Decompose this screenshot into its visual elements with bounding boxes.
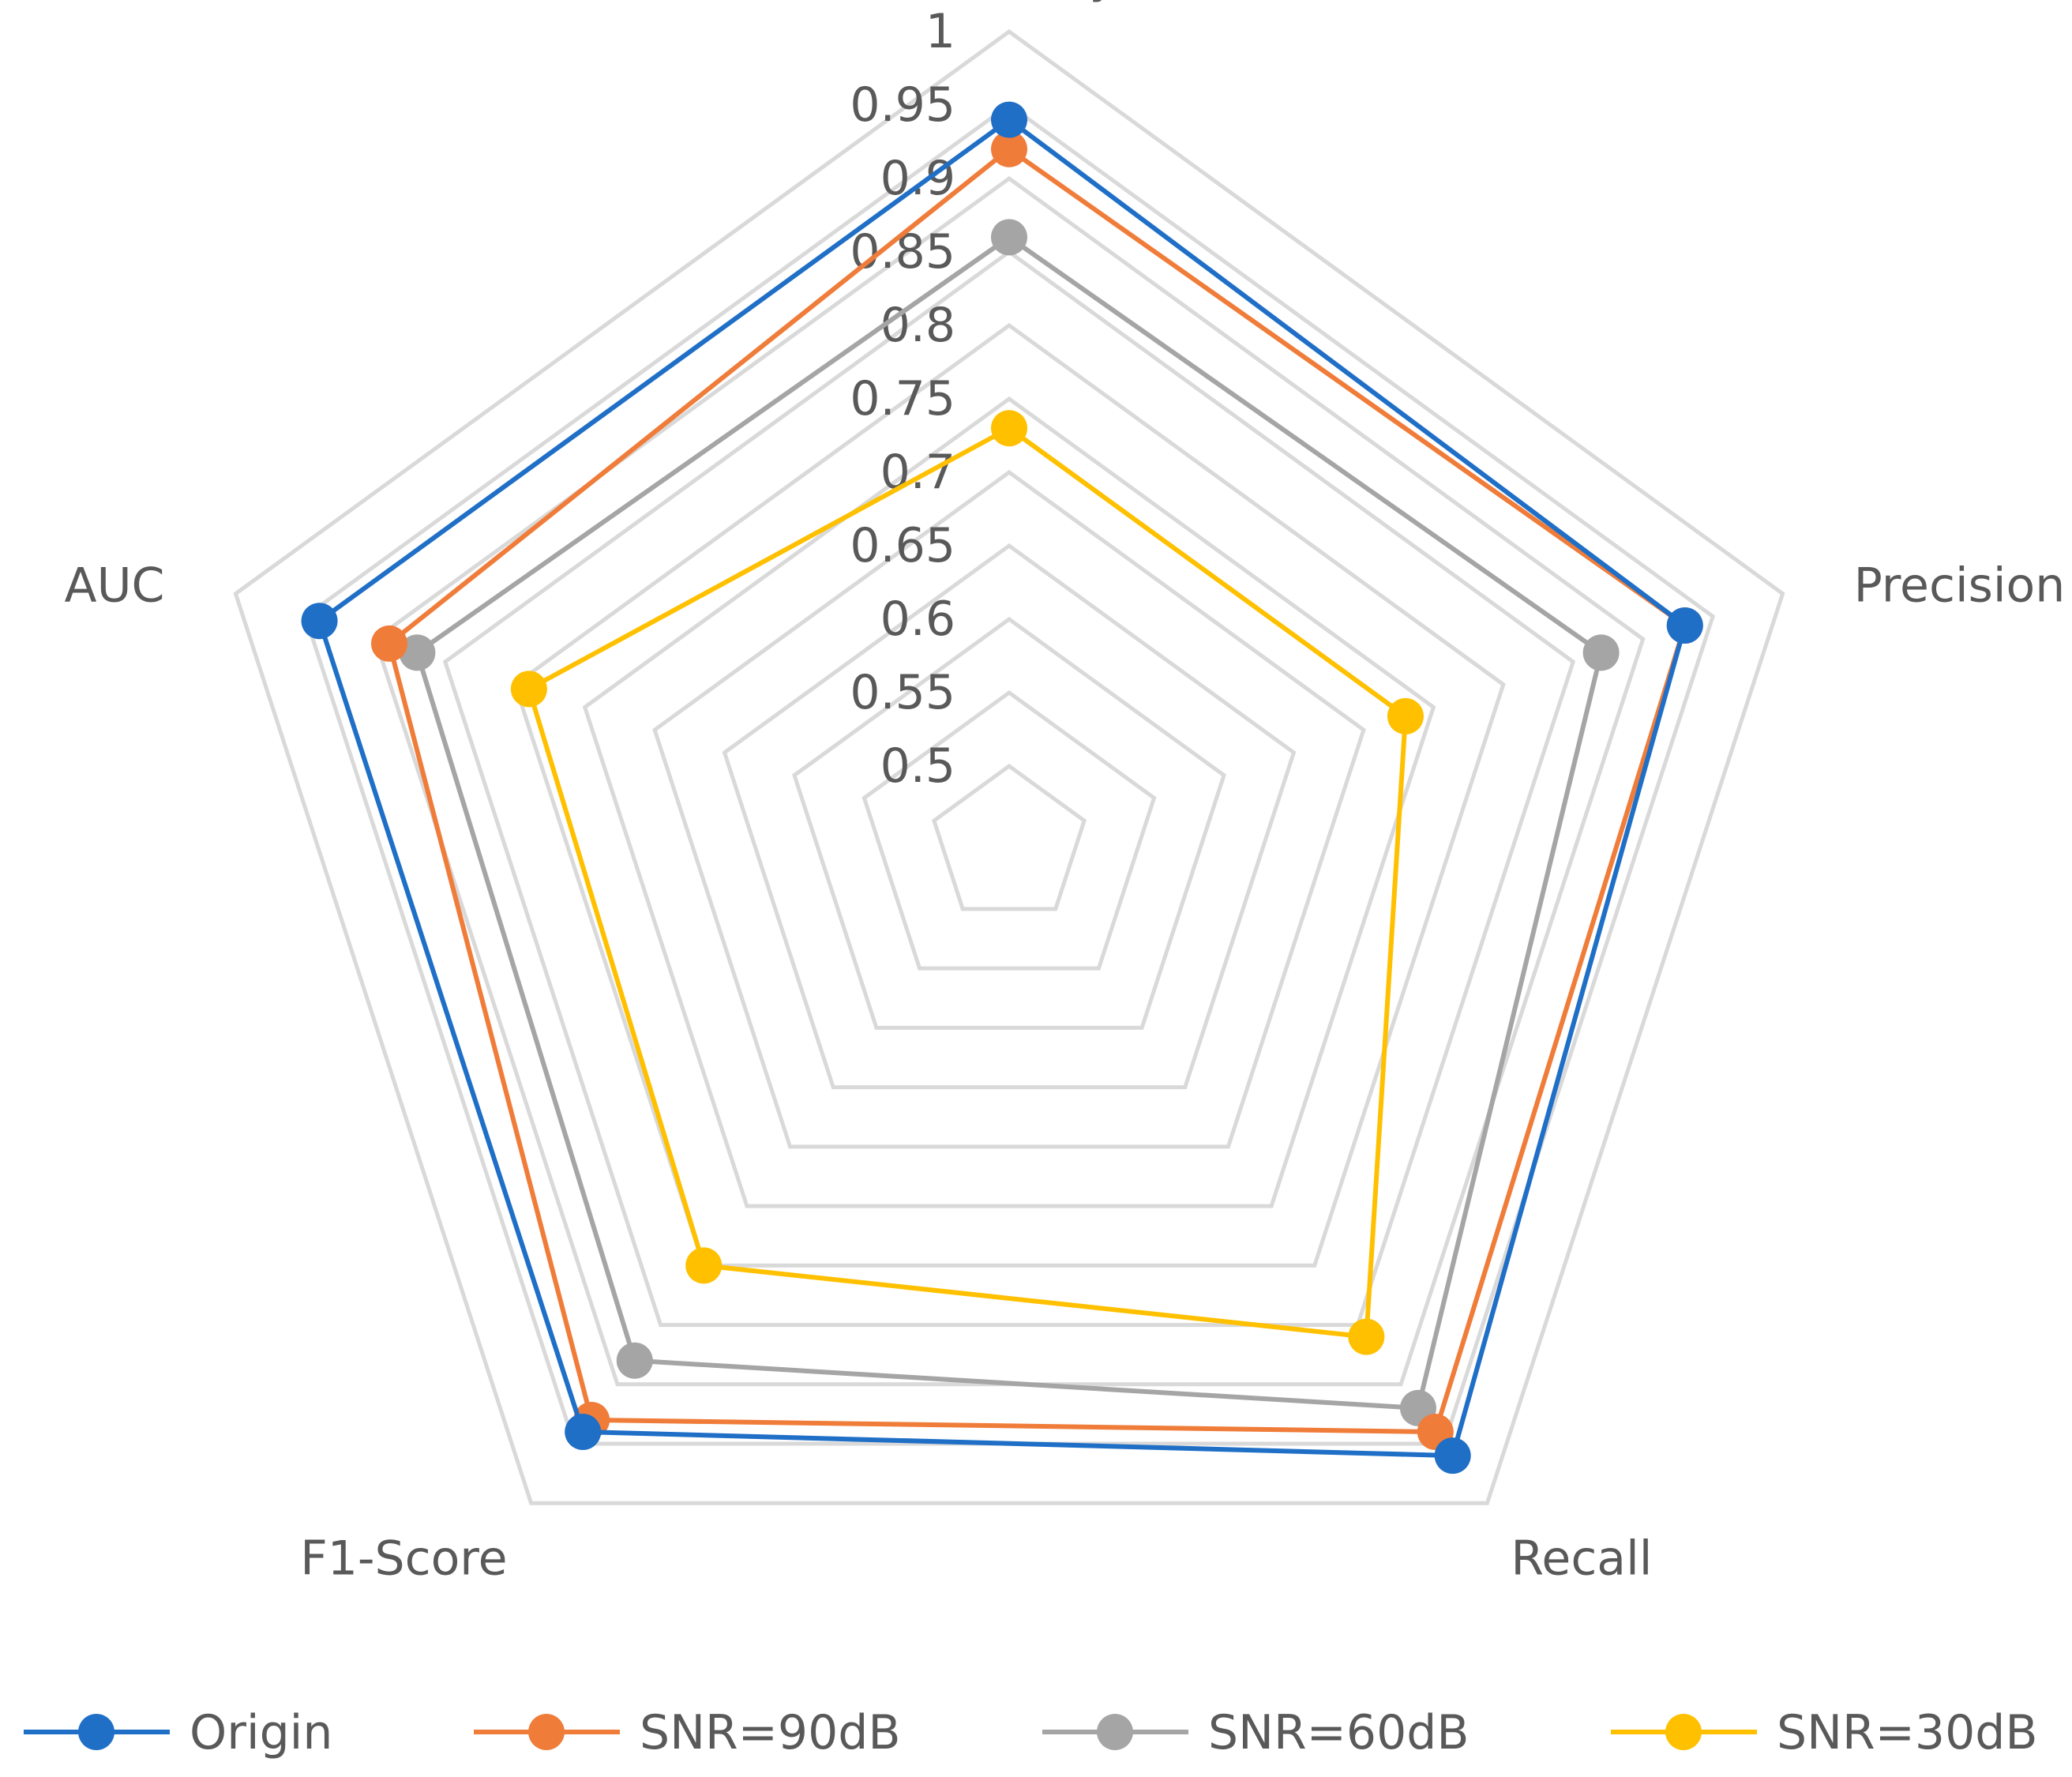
- series-group: [301, 101, 1703, 1475]
- legend-item: SNR=30dB: [1611, 1705, 2038, 1760]
- legend-label: SNR=90dB: [640, 1705, 901, 1760]
- category-label-auc: AUC: [65, 558, 165, 614]
- series-line: [386, 146, 1687, 1435]
- legend-marker: [1665, 1714, 1702, 1750]
- data-point: [1434, 1437, 1471, 1475]
- data-point: [991, 130, 1027, 167]
- series-line: [526, 426, 1408, 1339]
- tick-label: 1: [925, 4, 955, 59]
- data-point: [685, 1247, 723, 1284]
- category-labels: Accuracy Precision Recall F1-Score AUC: [65, 0, 2066, 1586]
- legend-marker: [1097, 1714, 1133, 1750]
- series-line: [317, 117, 1687, 1459]
- data-point: [510, 671, 547, 708]
- grid-ring: [373, 175, 1646, 1387]
- data-point: [399, 634, 436, 671]
- data-point: [301, 603, 338, 640]
- series-snr-30db: [510, 410, 1424, 1355]
- legend-item: SNR=90dB: [474, 1705, 901, 1760]
- legend: Origin SNR=90dB SNR=60dB SNR=30dB: [24, 1705, 2038, 1760]
- grid-ring: [792, 616, 1226, 1030]
- legend-item: Origin: [24, 1705, 332, 1760]
- data-point: [991, 101, 1027, 138]
- tick-label: 0.65: [850, 518, 955, 573]
- grid-ring: [233, 28, 1785, 1505]
- data-point: [370, 625, 407, 662]
- data-point: [991, 410, 1027, 447]
- grid-ring: [512, 322, 1506, 1268]
- tick-label: 0.5: [880, 738, 955, 794]
- grid-ring: [442, 249, 1576, 1328]
- data-point: [565, 1414, 602, 1451]
- series-origin: [301, 101, 1703, 1475]
- legend-marker: [78, 1714, 114, 1750]
- legend-item: SNR=60dB: [1042, 1705, 1470, 1760]
- data-point: [1348, 1318, 1385, 1355]
- grid-ring: [722, 543, 1297, 1090]
- data-point: [1666, 607, 1703, 644]
- series-snr-90db: [370, 130, 1703, 1451]
- tick-label: 0.6: [880, 592, 955, 647]
- data-point: [616, 1342, 653, 1379]
- category-label-recall: Recall: [1511, 1531, 1652, 1586]
- grid-ring: [931, 763, 1087, 911]
- category-label-precision: Precision: [1854, 558, 2066, 614]
- tick-label: 0.55: [850, 665, 955, 720]
- category-label-f1-score: F1-Score: [300, 1531, 507, 1586]
- series-line: [415, 235, 1604, 1411]
- series-snr-60db: [399, 219, 1620, 1426]
- data-point: [1582, 634, 1620, 671]
- legend-label: SNR=60dB: [1208, 1705, 1470, 1760]
- tick-label: 0.75: [850, 371, 955, 426]
- grid-ring: [652, 469, 1366, 1149]
- data-point: [991, 219, 1027, 256]
- legend-label: SNR=30dB: [1777, 1705, 2038, 1760]
- legend-marker: [528, 1714, 565, 1750]
- category-label-accuracy: Accuracy: [901, 0, 1117, 4]
- radial-tick-labels: 10.950.90.850.80.750.70.650.60.550.5: [850, 4, 955, 794]
- grid-ring: [861, 689, 1157, 971]
- tick-label: 0.95: [850, 77, 955, 133]
- grid-ring: [302, 102, 1716, 1446]
- data-point: [1387, 697, 1424, 734]
- legend-label: Origin: [190, 1705, 332, 1760]
- tick-label: 0.8: [880, 298, 955, 353]
- grid-ring: [582, 396, 1436, 1208]
- tick-label: 0.9: [880, 151, 955, 206]
